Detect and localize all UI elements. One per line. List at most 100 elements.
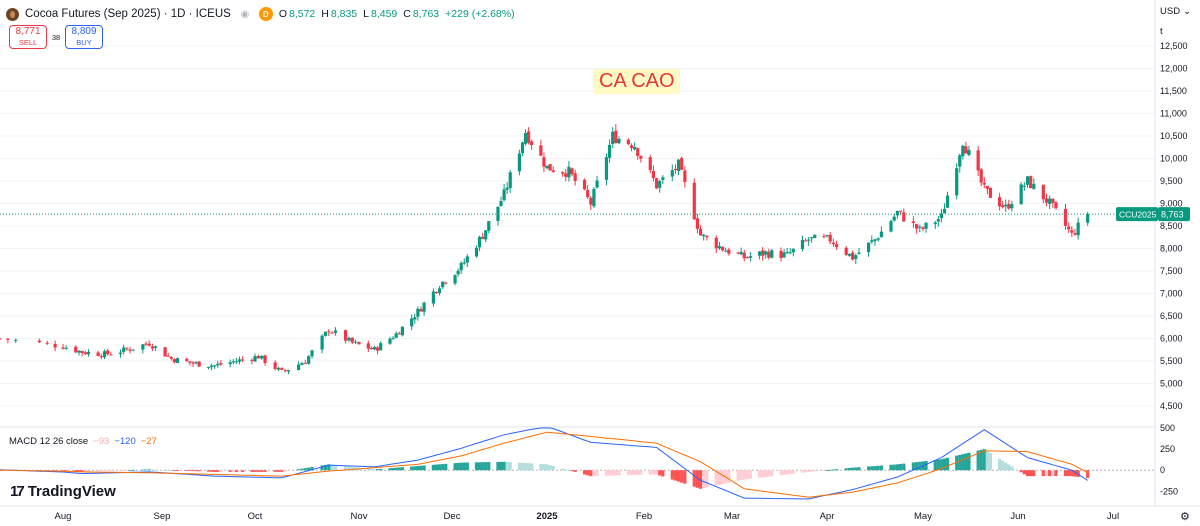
candle-body	[648, 157, 652, 171]
time-axis[interactable]: Aug Sep Oct Nov Dec 2025 Feb Mar Apr May Jun Jul	[55, 511, 1120, 522]
candle	[779, 247, 783, 262]
candle	[481, 232, 485, 240]
macd-hist-bar	[194, 470, 198, 472]
candle	[961, 144, 965, 160]
macd-hist-bar	[617, 470, 621, 476]
candle	[813, 234, 817, 239]
macd-hist-bar	[413, 466, 417, 471]
candle-body	[80, 350, 84, 354]
macd-hist-bar	[899, 463, 903, 471]
macd-axis[interactable]: -250 0 250 500	[1160, 423, 1178, 496]
candle	[870, 235, 874, 244]
ohlc-close: C 8,763	[403, 8, 440, 20]
candle	[979, 167, 983, 187]
macd-hist-bar	[1025, 470, 1030, 477]
candle-body	[742, 252, 746, 259]
macd-hist-bar	[64, 470, 68, 472]
macd-hist-bar	[369, 469, 373, 471]
macd-hist-bar	[586, 470, 590, 476]
macd-hist-bar	[648, 470, 652, 475]
price-axis[interactable]: 4,500 5,000 5,500 6,000 6,500 7,000 7,500 8,000…	[1160, 41, 1188, 411]
candle	[942, 203, 947, 214]
candle-body	[582, 179, 587, 190]
macd-hist-bar	[651, 470, 656, 475]
tradingview-logo[interactable]: 17 TradingView	[10, 483, 116, 500]
candle	[844, 245, 848, 257]
candle	[736, 251, 740, 255]
macd-hist-bar	[154, 469, 158, 471]
cocoa-symbol-icon[interactable]	[6, 7, 19, 21]
macd-hist-bar	[800, 470, 805, 473]
candle	[77, 350, 81, 356]
candle	[496, 206, 500, 226]
candle-body	[757, 251, 762, 256]
candle-body	[1007, 204, 1011, 209]
candle	[37, 338, 41, 344]
macd-hist-bar	[924, 461, 928, 471]
macd-hist-bar	[185, 470, 189, 472]
macd-hist-bar	[109, 470, 113, 472]
candle	[237, 356, 242, 365]
candle-body	[303, 362, 307, 364]
candle	[857, 247, 861, 255]
interval-badge[interactable]: D	[258, 7, 273, 21]
macd-hist-bar	[83, 470, 87, 472]
buy-button[interactable]: 8,809 BUY	[65, 25, 103, 49]
settings-gear-icon[interactable]: ⚙	[1180, 511, 1190, 523]
candle-body	[828, 234, 832, 242]
currency-selector[interactable]: USD ⌄	[1160, 6, 1191, 17]
candle	[654, 177, 659, 190]
candle-body	[1086, 214, 1090, 223]
macd-hist-bar	[782, 470, 786, 475]
macd-legend[interactable]: MACD 12 26 close −93 −120 −27	[9, 436, 157, 447]
candle	[617, 136, 621, 145]
candle-body	[465, 256, 469, 263]
price-tick-label: 11,000	[1160, 109, 1187, 119]
macd-hist-bar	[955, 455, 959, 471]
candle	[96, 350, 100, 357]
candle-body	[508, 172, 512, 188]
candle-body	[150, 346, 155, 349]
candle-body	[800, 239, 805, 250]
candle	[256, 354, 260, 359]
candle	[410, 314, 414, 330]
candle	[206, 366, 211, 370]
macd-hist-bar	[942, 458, 947, 471]
candle-body	[879, 231, 883, 238]
candle-body	[166, 355, 170, 357]
candle-body	[241, 359, 245, 361]
candle	[400, 326, 404, 337]
candle	[45, 340, 49, 345]
candle	[1086, 211, 1090, 226]
symbol-title[interactable]: Cocoa Futures (Sep 2025) · 1D · ICEUS	[25, 8, 231, 20]
candle-body	[175, 358, 180, 363]
candle	[739, 247, 743, 255]
candle	[194, 361, 198, 365]
candle	[570, 167, 574, 177]
candle	[388, 336, 392, 345]
candle	[172, 358, 176, 364]
candle	[276, 366, 281, 371]
macd-hist-bar	[141, 469, 145, 471]
candle-body	[131, 349, 135, 351]
candle	[1007, 199, 1011, 210]
macd-hist-bar	[683, 470, 687, 484]
unit-label[interactable]: t	[1160, 26, 1163, 37]
macd-hist-bar	[717, 470, 722, 485]
candle-body	[397, 333, 401, 335]
chart-annotation[interactable]: CA CAO	[594, 69, 680, 94]
time-tick-label: Oct	[248, 511, 263, 522]
candle-body	[231, 361, 235, 363]
macd-hist-bar	[273, 470, 277, 472]
macd-hist-bar	[283, 470, 287, 472]
macd-hist-bar	[419, 465, 423, 471]
candle	[228, 359, 232, 368]
candle	[976, 145, 980, 177]
macd-hist-bar	[99, 470, 103, 472]
candle-body	[867, 242, 871, 253]
eye-icon[interactable]: ◉	[240, 8, 250, 20]
macd-hist-bar	[481, 462, 485, 471]
sell-button[interactable]: 8,771 SELL	[9, 25, 47, 49]
candle-body	[695, 218, 700, 229]
